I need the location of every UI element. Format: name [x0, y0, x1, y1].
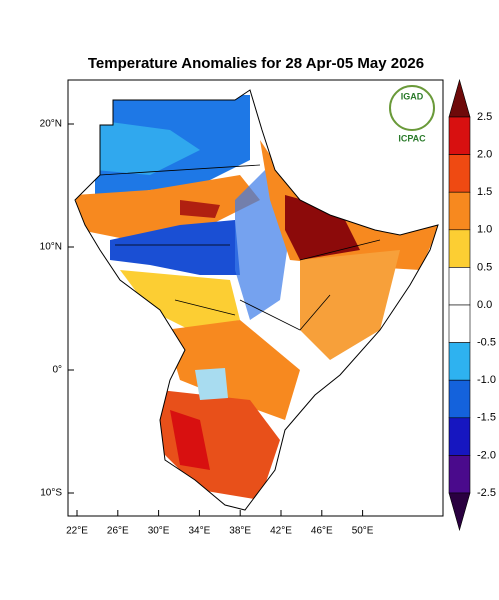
colorbar-label: 1.0 [477, 224, 492, 236]
lat-label: 0° [52, 365, 62, 376]
lat-label: 10°S [40, 488, 62, 499]
lon-label: 30°E [148, 526, 170, 537]
logo-bottom: ICPAC [398, 133, 426, 143]
colorbar-label: 0.0 [477, 299, 492, 311]
colorbar-label: 1.5 [477, 186, 492, 198]
colorbar-end [448, 78, 471, 118]
colorbar-label: 0.5 [477, 261, 492, 273]
lon-label: 26°E [107, 526, 129, 537]
colorbar-label: 2.5 [477, 111, 492, 123]
colorbar-label: -1.5 [477, 412, 496, 424]
lat-label: 20°N [40, 119, 62, 130]
colorbar-box [448, 116, 471, 155]
title: Temperature Anomalies for 28 Apr-05 May … [88, 55, 424, 72]
colorbar-label: 2.0 [477, 149, 492, 161]
colorbar-label: -2.5 [477, 487, 496, 499]
borders [99, 164, 381, 331]
colorbar-box [448, 455, 471, 494]
colorbar-end [448, 492, 471, 532]
colorbar-box [448, 417, 471, 456]
lon-label: 42°E [270, 526, 292, 537]
colorbar-box [448, 229, 471, 268]
lon-label: 50°E [352, 526, 374, 537]
logo-emblem [389, 85, 435, 131]
lon-label: 38°E [229, 526, 251, 537]
lon-label: 22°E [66, 526, 88, 537]
lon-label: 34°E [189, 526, 211, 537]
region-outline [74, 89, 439, 511]
colorbar-box [448, 154, 471, 193]
colorbar-label: -1.0 [477, 374, 496, 386]
colorbar-label: -0.5 [477, 337, 496, 349]
colorbar-label: -2.0 [477, 449, 496, 461]
logo: IGAD ICPAC [389, 85, 435, 143]
colorbar-box [448, 304, 471, 343]
colorbar-box [448, 191, 471, 231]
colorbar-box [448, 379, 471, 419]
logo-top: IGAD [401, 91, 424, 101]
colorbar-box [448, 267, 471, 306]
colorbar-box [448, 342, 471, 381]
lon-label: 46°E [311, 526, 333, 537]
lat-label: 10°N [40, 242, 62, 253]
